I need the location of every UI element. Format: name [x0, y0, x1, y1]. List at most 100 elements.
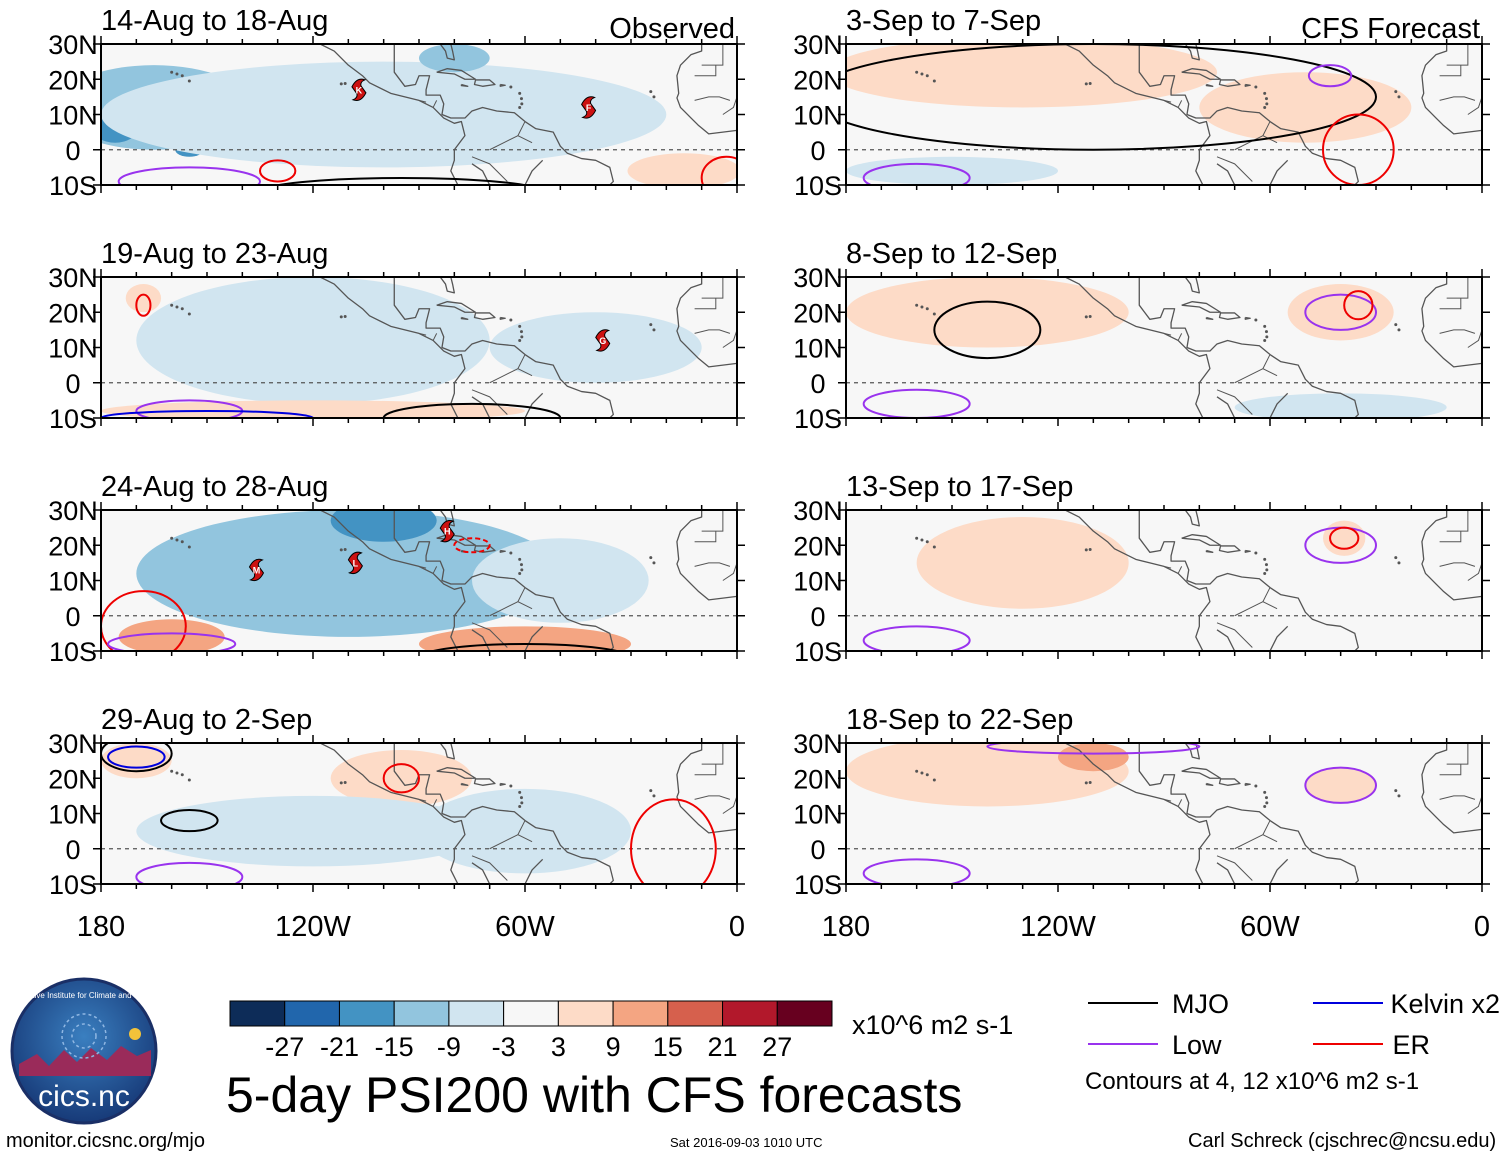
island	[880, 431, 883, 434]
legend: MJO Low Kelvin x2 ER	[1088, 989, 1500, 1060]
island	[1265, 102, 1269, 106]
island	[519, 97, 523, 101]
border	[418, 99, 427, 103]
border	[471, 855, 508, 881]
coastline	[473, 79, 496, 87]
island	[1265, 568, 1269, 572]
island	[135, 431, 138, 434]
border	[517, 587, 526, 602]
coastline	[1218, 778, 1241, 786]
coastline	[1205, 782, 1214, 786]
coastline	[1216, 862, 1236, 884]
coastline	[1205, 83, 1214, 87]
border	[1216, 622, 1253, 648]
island	[170, 70, 174, 74]
panel-period: 8-Sep to 12-Sep	[846, 238, 1057, 270]
border	[1446, 743, 1469, 765]
island	[1397, 561, 1401, 565]
island	[932, 79, 936, 83]
border	[1163, 99, 1172, 103]
island	[509, 551, 513, 555]
island	[1397, 328, 1401, 332]
y-tick-label: 0	[810, 369, 825, 399]
y-tick-label: 0	[65, 369, 80, 399]
x-tick-label: 60W	[495, 911, 555, 943]
anomaly-shade	[1287, 284, 1394, 341]
island	[1263, 557, 1267, 561]
y-tick-label: 30N	[793, 30, 843, 60]
border	[1262, 354, 1271, 369]
colorbar-tick-label: -21	[320, 1032, 359, 1062]
colorbar-box	[667, 1000, 724, 1027]
panel-obs1: K F 30N 20N 10N 0 10S 14-Aug to 18-Aug Observed	[48, 5, 745, 201]
coastline	[439, 44, 455, 61]
island	[520, 102, 524, 106]
colorbar-box	[557, 1000, 614, 1027]
island	[1263, 804, 1267, 808]
colorbar-tick-label: -3	[492, 1032, 516, 1062]
island	[1084, 82, 1088, 86]
island	[915, 769, 919, 773]
border	[694, 65, 717, 77]
border	[694, 795, 731, 800]
border	[1262, 587, 1271, 602]
storm-icon	[351, 78, 367, 102]
island	[509, 85, 513, 89]
colorbar-box	[776, 1000, 833, 1027]
panel-period: 29-Aug to 2-Sep	[101, 704, 312, 736]
contour-low	[986, 743, 1201, 755]
coastline	[1244, 316, 1251, 320]
coastline	[1184, 277, 1200, 294]
coastline	[439, 277, 455, 294]
x-tick-label: 0	[1474, 911, 1490, 943]
y-tick-label: 10N	[48, 334, 98, 364]
island	[170, 769, 174, 773]
island	[915, 303, 919, 307]
panel-period: 24-Aug to 28-Aug	[101, 471, 328, 503]
border	[1467, 329, 1482, 348]
coastline	[676, 510, 737, 601]
anomaly-shade	[916, 517, 1129, 609]
x-tick-label: 120W	[1020, 911, 1096, 943]
island	[1263, 338, 1267, 342]
storm-letter: M	[253, 565, 261, 575]
y-tick-label: 0	[65, 602, 80, 632]
island	[880, 198, 883, 201]
anomaly-shade	[136, 510, 561, 637]
island	[1263, 571, 1267, 575]
cics-logo: Cooperative Institute for Climate and Sa…	[9, 977, 159, 1125]
coastline	[1269, 159, 1289, 185]
logo-text: cics.nc	[38, 1080, 130, 1113]
timestamp: Sat 2016-09-03 1010 UTC	[670, 1135, 823, 1150]
border	[517, 354, 526, 369]
contour-er	[1322, 113, 1395, 185]
coastline	[471, 629, 491, 651]
contour-er	[630, 798, 717, 884]
border	[1216, 156, 1253, 182]
contour-low	[862, 625, 971, 651]
island	[339, 781, 343, 785]
main-title: 5-day PSI200 with CFS forecasts	[226, 1067, 963, 1123]
anomaly-shade	[1305, 767, 1376, 803]
y-tick-label: 20N	[793, 531, 843, 561]
border	[701, 277, 724, 299]
border	[1446, 277, 1469, 299]
island	[1084, 548, 1088, 552]
coastline	[1421, 510, 1482, 601]
island	[925, 773, 929, 777]
coastline	[1184, 510, 1200, 527]
island	[187, 312, 191, 316]
coastline	[473, 545, 496, 553]
island	[1084, 315, 1088, 319]
panel-fc1: 30N 20N 10N 0 10S 3-Sep to 7-Sep CFS Forecast	[793, 5, 1490, 201]
y-tick-label: 10N	[793, 567, 843, 597]
contour-er	[453, 537, 491, 554]
island	[1394, 789, 1398, 793]
border	[489, 601, 533, 617]
border	[1439, 329, 1476, 334]
y-tick-label: 30N	[793, 729, 843, 759]
border	[694, 298, 717, 310]
coastline	[473, 312, 496, 320]
coastline	[393, 510, 614, 651]
island	[1088, 780, 1092, 784]
